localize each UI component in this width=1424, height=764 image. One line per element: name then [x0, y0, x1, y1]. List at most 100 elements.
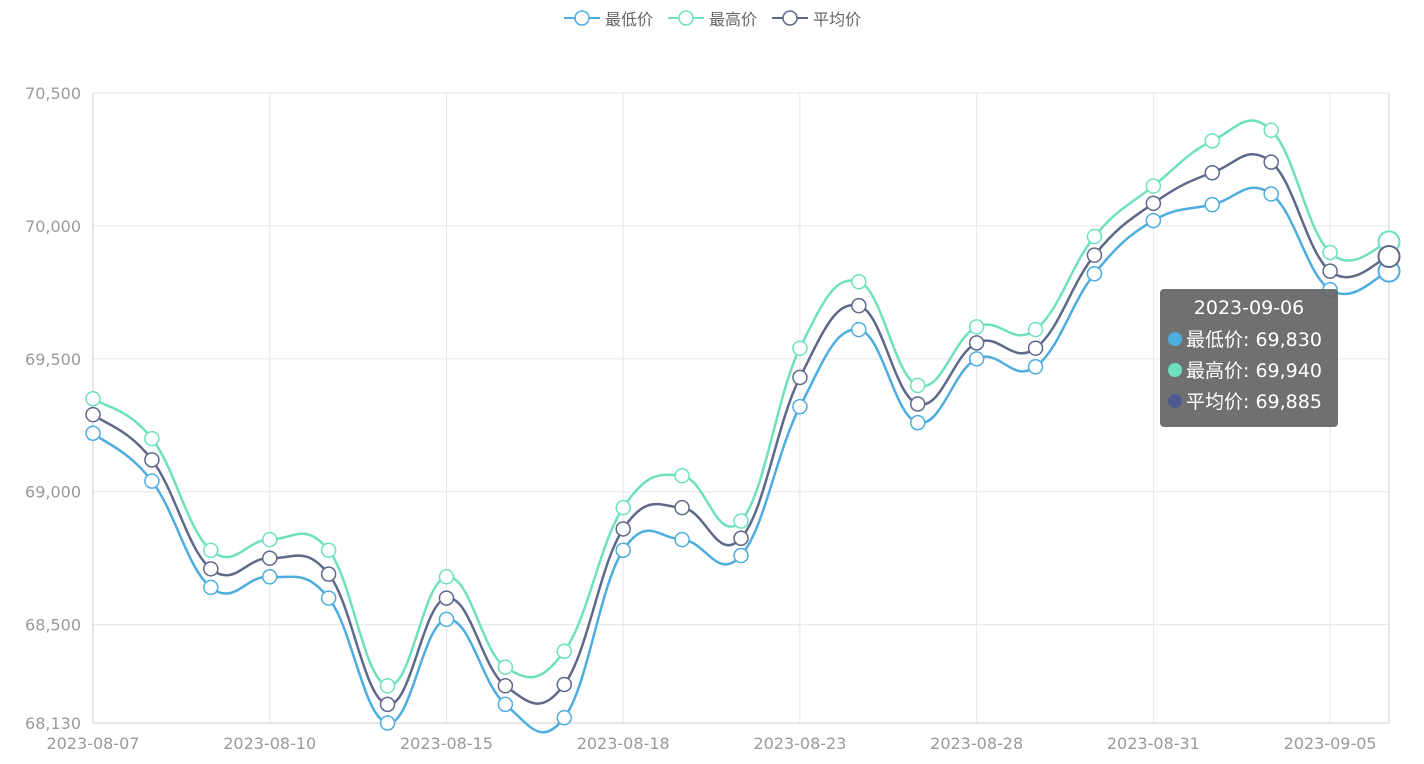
legend-label: 平均价	[813, 10, 862, 29]
data-point-high[interactable]	[1145, 178, 1162, 194]
tooltip: 2023-09-06 最低价: 69,830 最高价: 69,940 平均价: …	[1160, 289, 1338, 427]
data-point-low[interactable]	[968, 351, 985, 367]
data-point-low[interactable]	[261, 569, 278, 585]
series-line-low	[92, 186, 1390, 734]
y-tick-label: 69,500	[25, 350, 81, 369]
x-tick-label: 2023-08-10	[223, 734, 316, 753]
data-point-avg[interactable]	[1377, 244, 1401, 268]
data-point-high[interactable]	[556, 643, 573, 659]
data-point-high[interactable]	[674, 468, 690, 484]
x-tick-label: 2023-09-05	[1284, 734, 1377, 753]
data-point-avg[interactable]	[733, 530, 749, 547]
y-tick-label: 70,500	[25, 84, 81, 103]
data-point-high[interactable]	[1263, 122, 1279, 138]
data-point-low[interactable]	[1027, 359, 1044, 375]
data-point-low[interactable]	[1145, 212, 1162, 229]
data-point-avg[interactable]	[1086, 247, 1103, 263]
legend-line-icon	[667, 10, 704, 26]
x-tick-label: 2023-08-18	[577, 734, 670, 753]
data-point-low[interactable]	[497, 696, 514, 713]
data-point-low[interactable]	[615, 542, 631, 558]
legend-label: 最高价	[708, 10, 757, 29]
x-tick-label: 2023-08-15	[400, 734, 493, 753]
x-tick-label: 2023-08-28	[930, 734, 1023, 753]
data-point-high[interactable]	[85, 390, 101, 407]
data-point-avg[interactable]	[379, 696, 396, 713]
data-point-low[interactable]	[203, 579, 219, 596]
tooltip-row-label: 平均价: 69,885	[1186, 391, 1322, 413]
legend-item-high[interactable]: 最高价	[667, 6, 757, 30]
data-point-avg[interactable]	[909, 396, 926, 412]
series-dot-icon	[1168, 362, 1182, 377]
data-point-high[interactable]	[792, 340, 808, 356]
data-point-avg[interactable]	[1204, 164, 1221, 181]
data-point-low[interactable]	[85, 425, 101, 442]
data-point-avg[interactable]	[1145, 195, 1162, 212]
data-point-low[interactable]	[792, 398, 808, 415]
data-point-high[interactable]	[1204, 133, 1221, 149]
data-point-avg[interactable]	[968, 335, 985, 351]
data-point-avg[interactable]	[1027, 340, 1044, 356]
y-tick-label: 68,130	[25, 714, 81, 733]
legend-item-low[interactable]: 最低价	[563, 6, 653, 30]
data-point-high[interactable]	[379, 678, 396, 694]
data-point-high[interactable]	[497, 659, 514, 675]
data-point-low[interactable]	[438, 611, 455, 628]
legend-line-icon	[772, 10, 808, 26]
data-point-high[interactable]	[1322, 244, 1338, 261]
legend-item-avg[interactable]: 平均价	[771, 6, 861, 30]
legend-label: 最低价	[604, 10, 653, 29]
data-point-low[interactable]	[1263, 186, 1279, 202]
x-tick-label: 2023-08-31	[1107, 734, 1200, 753]
data-point-avg[interactable]	[674, 499, 690, 516]
data-point-low[interactable]	[320, 590, 337, 606]
data-point-avg[interactable]	[203, 561, 219, 577]
data-point-low[interactable]	[556, 709, 573, 726]
data-point-low[interactable]	[674, 531, 690, 548]
data-point-high[interactable]	[968, 319, 985, 335]
data-point-low[interactable]	[379, 715, 396, 731]
data-point-avg[interactable]	[320, 566, 337, 582]
data-point-high[interactable]	[261, 531, 278, 548]
data-point-low[interactable]	[851, 321, 867, 338]
data-point-avg[interactable]	[144, 452, 160, 468]
data-point-low[interactable]	[144, 473, 160, 489]
data-point-high[interactable]	[909, 377, 926, 394]
data-point-high[interactable]	[1027, 321, 1044, 338]
y-tick-label: 69,000	[25, 483, 81, 502]
data-point-high[interactable]	[615, 499, 631, 516]
data-point-avg[interactable]	[261, 550, 278, 566]
legend-line-icon	[563, 10, 600, 26]
data-point-low[interactable]	[909, 414, 926, 431]
data-point-low[interactable]	[733, 547, 749, 564]
data-point-high[interactable]	[144, 430, 160, 447]
data-point-avg[interactable]	[851, 297, 867, 314]
y-tick-label: 68,500	[25, 616, 81, 635]
series-line-avg	[92, 153, 1390, 706]
data-point-avg[interactable]	[792, 369, 808, 386]
y-tick-label: 70,000	[25, 217, 81, 236]
tick-labels: 68,130 68,500 69,000 69,500 70,000 70,500 2023…	[25, 84, 1377, 753]
data-point-high[interactable]	[1086, 228, 1103, 245]
data-point-avg[interactable]	[497, 678, 514, 694]
data-point-avg[interactable]	[438, 590, 455, 606]
data-point-avg[interactable]	[556, 676, 573, 693]
data-point-avg[interactable]	[1263, 154, 1279, 170]
legend: 最低价 最高价 平均价	[0, 6, 1424, 30]
data-point-high[interactable]	[320, 542, 337, 558]
tooltip-row-high: 最高价: 69,940	[1168, 354, 1330, 385]
series-dot-icon	[1168, 331, 1182, 346]
data-point-avg[interactable]	[615, 521, 631, 537]
tooltip-row-avg: 平均价: 69,885	[1168, 385, 1330, 416]
data-point-high[interactable]	[203, 542, 219, 558]
data-point-high[interactable]	[438, 569, 455, 585]
tooltip-row-low: 最低价: 69,830	[1168, 323, 1330, 354]
data-point-high[interactable]	[733, 513, 749, 529]
data-point-low[interactable]	[1086, 266, 1103, 282]
data-point-high[interactable]	[851, 273, 867, 290]
data-point-low[interactable]	[1204, 196, 1221, 213]
series-dot-icon	[1168, 393, 1182, 408]
data-point-avg[interactable]	[1322, 263, 1338, 279]
data-point-avg[interactable]	[85, 406, 101, 423]
